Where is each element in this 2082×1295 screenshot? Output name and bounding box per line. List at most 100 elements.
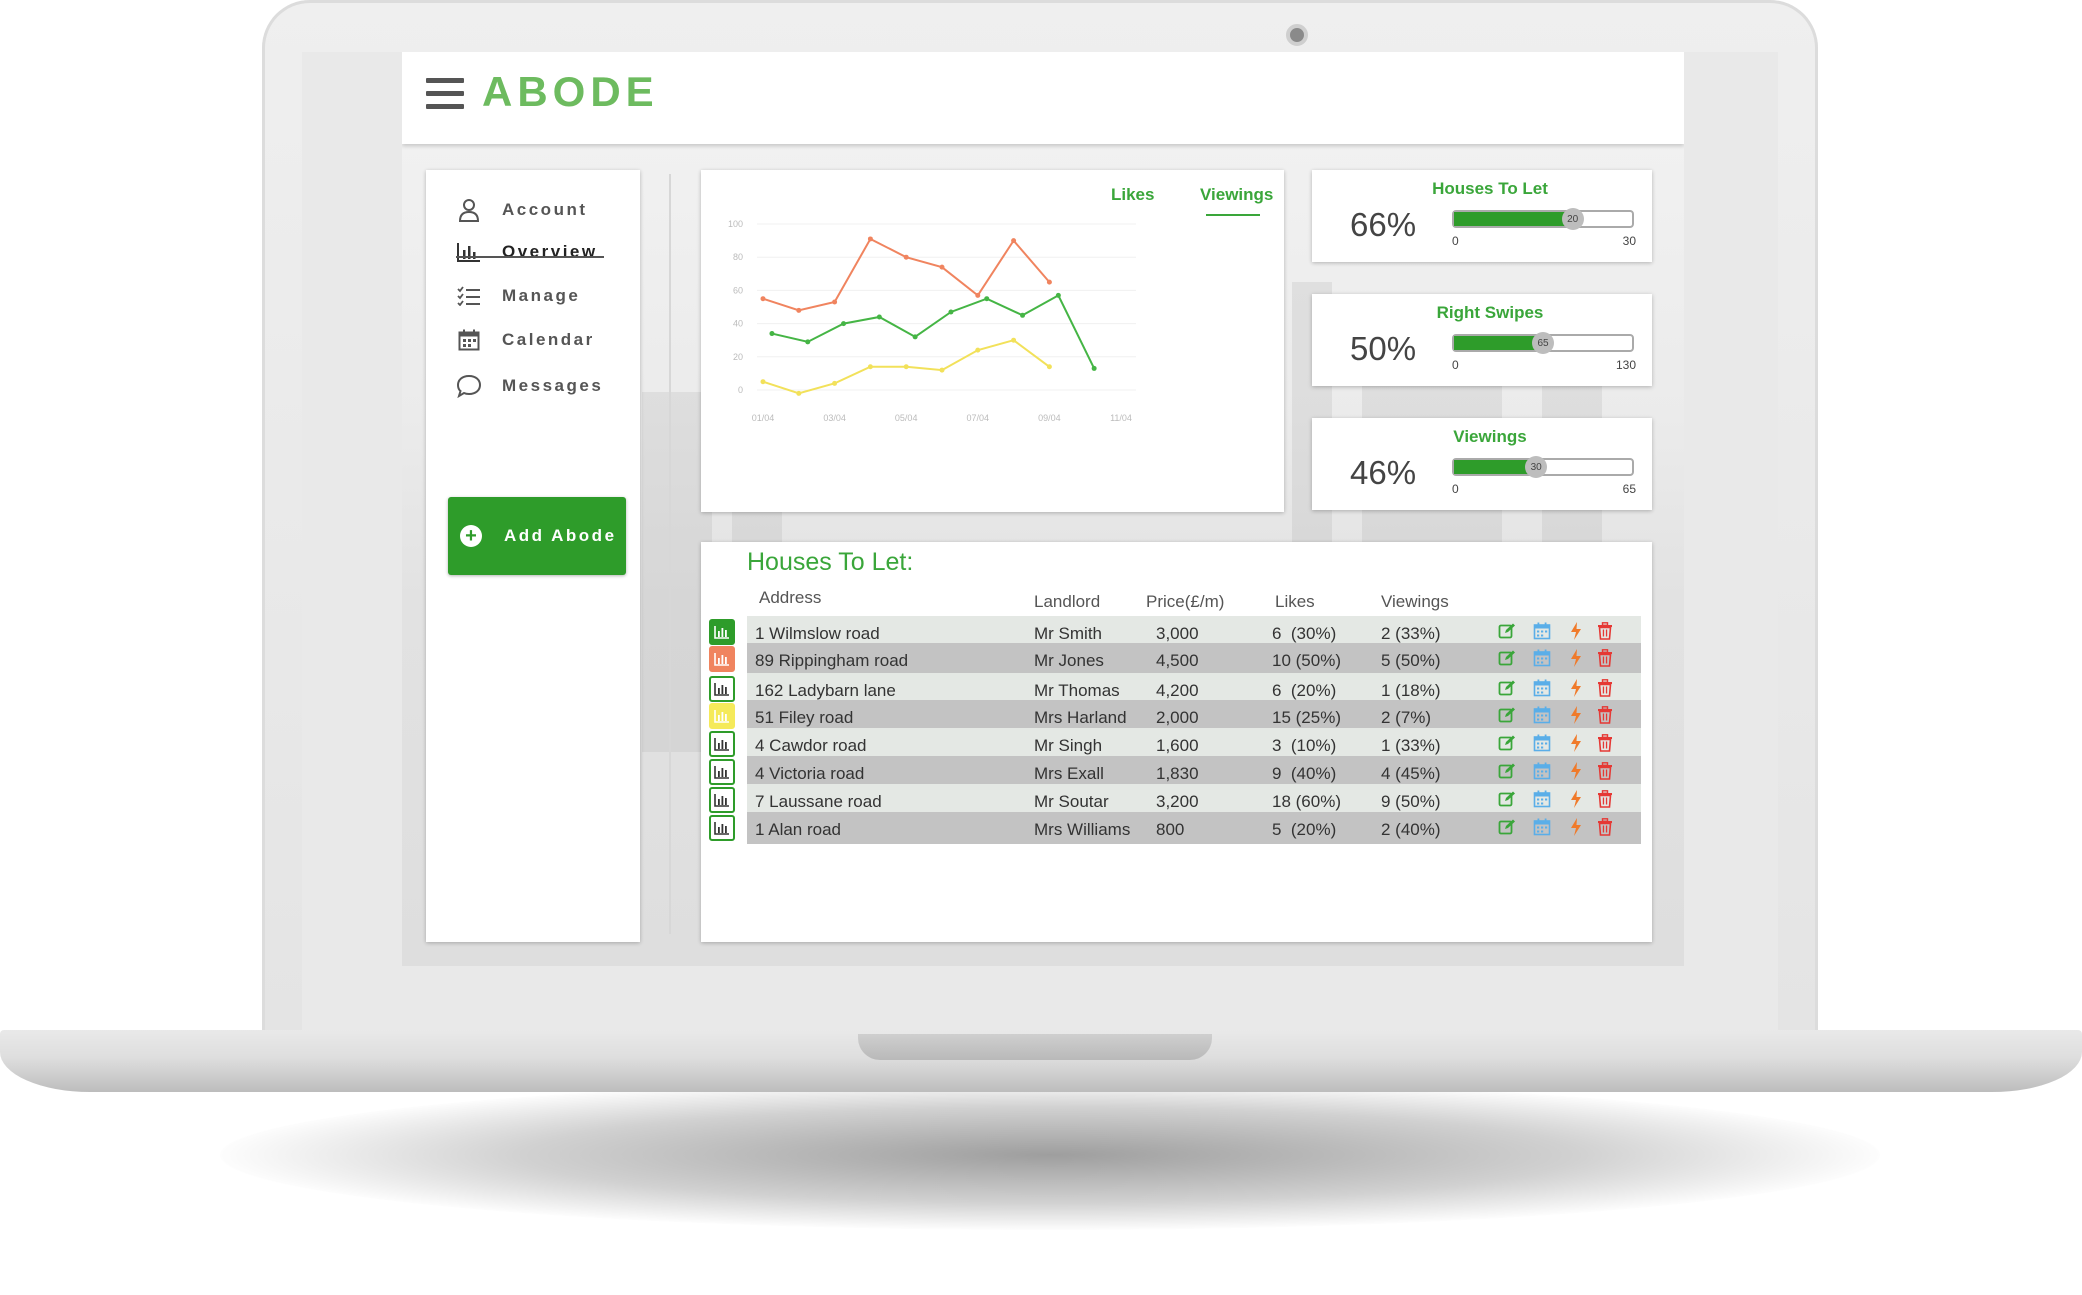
data-point[interactable]: [1046, 279, 1052, 285]
stat-title: Viewings: [1453, 427, 1527, 446]
data-point[interactable]: [903, 254, 909, 260]
data-point[interactable]: [769, 331, 775, 337]
data-point[interactable]: [912, 334, 918, 340]
trash-icon[interactable]: [1594, 647, 1616, 669]
legend-viewings[interactable]: Viewings: [1200, 185, 1274, 204]
data-point[interactable]: [975, 292, 981, 298]
edit-icon[interactable]: [1496, 647, 1518, 669]
edit-icon[interactable]: [1496, 704, 1518, 726]
data-point[interactable]: [984, 296, 990, 302]
trash-icon[interactable]: [1594, 788, 1616, 810]
calendar-icon[interactable]: [1531, 816, 1553, 838]
lightning-icon[interactable]: [1565, 704, 1587, 726]
calendar-icon[interactable]: [1531, 704, 1553, 726]
data-point[interactable]: [876, 314, 882, 320]
edit-icon[interactable]: [1496, 788, 1518, 810]
progress-max: 30: [1622, 234, 1636, 248]
trash-icon[interactable]: [1594, 732, 1616, 754]
sidebar-item-label: Account: [502, 200, 588, 219]
table-row[interactable]: 1 Wilmslow road Mr Smith 3,000 6 (30%) 2 (33…: [747, 616, 1641, 648]
trash-icon[interactable]: [1594, 816, 1616, 838]
progress-knob[interactable]: 65: [1532, 332, 1554, 354]
sidebar-item-account[interactable]: Account: [456, 190, 616, 230]
trash-icon[interactable]: [1594, 704, 1616, 726]
data-point[interactable]: [796, 390, 802, 396]
lightning-icon[interactable]: [1565, 760, 1587, 782]
trash-icon[interactable]: [1594, 620, 1616, 642]
data-point[interactable]: [975, 347, 981, 353]
data-point[interactable]: [1020, 312, 1026, 318]
lightning-icon[interactable]: [1565, 788, 1587, 810]
sidebar-item-calendar[interactable]: Calendar: [456, 320, 616, 360]
data-point[interactable]: [796, 307, 802, 313]
data-point[interactable]: [760, 296, 766, 302]
lightning-icon[interactable]: [1565, 647, 1587, 669]
calendar-icon[interactable]: [1531, 788, 1553, 810]
edit-icon[interactable]: [1496, 816, 1518, 838]
row-stats-icon[interactable]: [709, 787, 735, 813]
edit-icon[interactable]: [1496, 732, 1518, 754]
legend-likes[interactable]: Likes: [1111, 185, 1155, 204]
lightning-icon[interactable]: [1565, 620, 1587, 642]
row-stats-icon[interactable]: [709, 731, 735, 757]
stat-percent: 66%: [1350, 206, 1417, 243]
cell-price: 1,600: [1156, 736, 1199, 755]
lightning-icon[interactable]: [1565, 677, 1587, 699]
progress-knob[interactable]: 20: [1561, 208, 1584, 230]
hamburger-menu-icon[interactable]: [426, 78, 464, 112]
cell-landlord: Mrs Harland: [1034, 708, 1127, 727]
data-point[interactable]: [867, 236, 873, 242]
data-point[interactable]: [1091, 365, 1097, 371]
sidebar-item-overview[interactable]: Overview: [456, 232, 616, 272]
sidebar-item-manage[interactable]: Manage: [456, 276, 616, 316]
data-point[interactable]: [1011, 238, 1017, 244]
trash-icon[interactable]: [1594, 760, 1616, 782]
data-point[interactable]: [760, 379, 766, 385]
calendar-icon[interactable]: [1531, 620, 1553, 642]
calendar-icon[interactable]: [1531, 677, 1553, 699]
app-screen: ABODE Account Overview Manage Calenda: [402, 52, 1684, 966]
edit-icon[interactable]: [1496, 760, 1518, 782]
cell-price: 1,830: [1156, 764, 1199, 783]
row-stats-icon[interactable]: [709, 676, 735, 702]
table-row[interactable]: 4 Victoria road Mrs Exall 1,830 9 (40%) 4 (4…: [747, 756, 1641, 788]
table-row[interactable]: 7 Laussane road Mr Soutar 3,200 18 (60%) 9 (…: [747, 784, 1641, 816]
data-point[interactable]: [939, 264, 945, 270]
sidebar-item-label: Messages: [502, 376, 604, 395]
data-point[interactable]: [1055, 292, 1061, 298]
add-abode-button[interactable]: + Add Abode: [448, 497, 626, 575]
lightning-icon[interactable]: [1565, 816, 1587, 838]
x-tick-label: 11/04: [1110, 413, 1132, 423]
trash-icon[interactable]: [1594, 677, 1616, 699]
progress-knob[interactable]: 30: [1525, 456, 1548, 478]
row-stats-icon[interactable]: [709, 619, 735, 645]
data-point[interactable]: [867, 364, 873, 370]
sidebar-item-messages[interactable]: Messages: [456, 366, 616, 406]
table-row[interactable]: 51 Filey road Mrs Harland 2,000 15 (25%) 2 (…: [747, 700, 1641, 732]
row-stats-icon[interactable]: [709, 759, 735, 785]
data-point[interactable]: [1046, 364, 1052, 370]
lightning-icon[interactable]: [1565, 732, 1587, 754]
calendar-icon[interactable]: [1531, 760, 1553, 782]
table-row[interactable]: 4 Cawdor road Mr Singh 1,600 3 (10%) 1 (33%): [747, 728, 1641, 760]
row-stats-icon[interactable]: [709, 646, 735, 672]
calendar-icon[interactable]: [1531, 647, 1553, 669]
edit-icon[interactable]: [1496, 677, 1518, 699]
row-stats-icon[interactable]: [709, 703, 735, 729]
data-point[interactable]: [1011, 337, 1017, 343]
data-point[interactable]: [805, 339, 811, 345]
data-point[interactable]: [841, 321, 847, 327]
sidebar: Account Overview Manage Calendar Messag: [426, 170, 640, 942]
data-point[interactable]: [832, 380, 838, 386]
data-point[interactable]: [939, 367, 945, 373]
table-row[interactable]: 1 Alan road Mrs Williams 800 5 (20%) 2 (40%): [747, 812, 1641, 844]
calendar-icon[interactable]: [1531, 732, 1553, 754]
data-point[interactable]: [948, 309, 954, 315]
data-point[interactable]: [903, 364, 909, 370]
row-stats-icon[interactable]: [709, 815, 735, 841]
table-row[interactable]: 89 Rippingham road Mr Jones 4,500 10 (50%) 5…: [747, 643, 1641, 675]
edit-icon[interactable]: [1496, 620, 1518, 642]
table-row[interactable]: 162 Ladybarn lane Mr Thomas 4,200 6 (20%) 1 …: [747, 673, 1641, 705]
data-point[interactable]: [832, 299, 838, 305]
cell-price: 4,200: [1156, 681, 1199, 700]
